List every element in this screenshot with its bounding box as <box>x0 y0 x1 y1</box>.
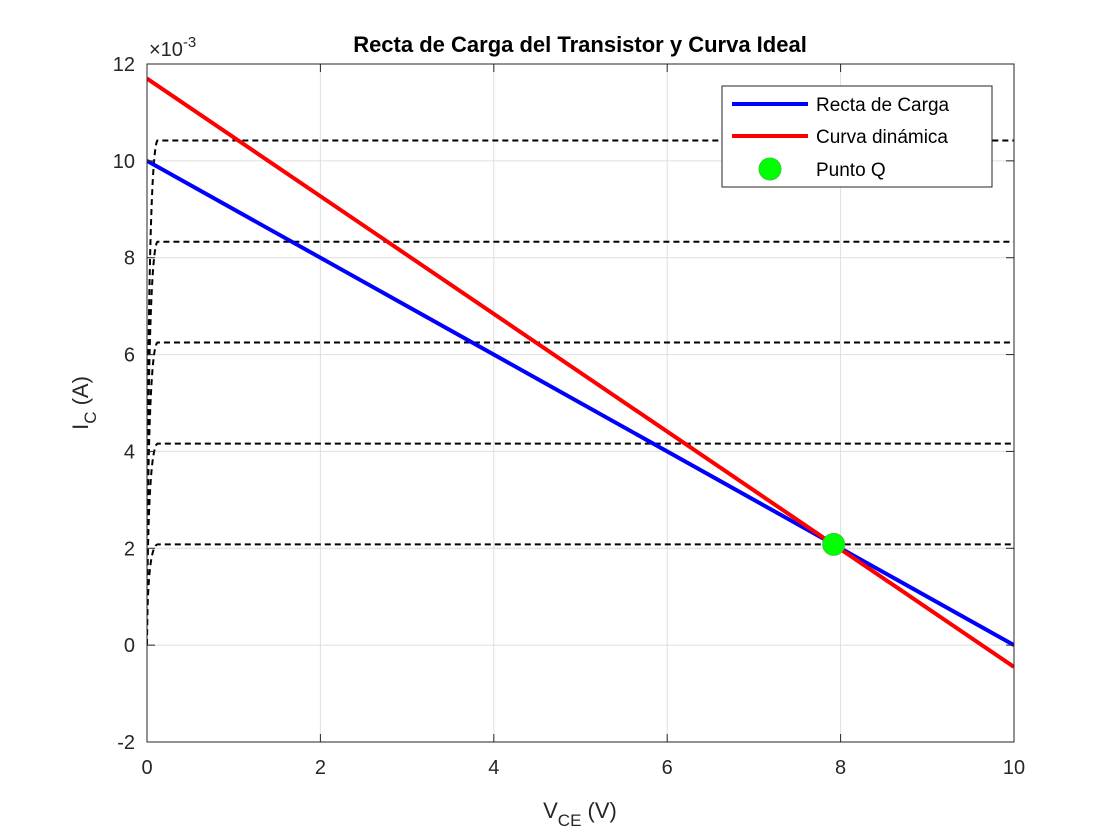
legend: Recta de Carga Curva dinámica Punto Q <box>721 85 993 188</box>
x-tick-label-2: 4 <box>488 757 499 779</box>
chart-title: Recta de Carga del Transistor y Curva Id… <box>353 32 807 57</box>
q-point-marker <box>822 532 846 556</box>
x-tick-label-3: 6 <box>662 757 673 779</box>
series-line-1 <box>147 76 1014 669</box>
x-ticks: 0 2 4 6 8 10 <box>141 64 1025 779</box>
legend-label-recta: Recta de Carga <box>816 95 950 116</box>
x-tick-label-5: 10 <box>1003 757 1025 779</box>
y-tick-label-5: 8 <box>124 248 135 270</box>
y-tick-label-6: 10 <box>113 151 135 173</box>
y-exponent-label: ×10-3 <box>149 34 196 61</box>
legend-label-curva: Curva dinámica <box>816 127 948 148</box>
y-tick-label-1: 0 <box>124 635 135 657</box>
y-tick-label-4: 6 <box>124 345 135 367</box>
y-tick-label-0: -2 <box>117 732 135 754</box>
series-line-0 <box>147 159 1014 647</box>
y-tick-label-7: 12 <box>113 54 135 76</box>
y-tick-label-2: 2 <box>124 538 135 560</box>
y-tick-label-3: 4 <box>124 441 135 463</box>
series-lines <box>147 76 1014 669</box>
x-tick-label-4: 8 <box>835 757 846 779</box>
x-tick-label-1: 2 <box>315 757 326 779</box>
axes-box <box>146 63 1015 743</box>
y-ticks: -2 0 2 4 6 8 10 12 <box>113 54 1014 754</box>
legend-swatch-punto-q <box>758 157 782 181</box>
x-tick-label-0: 0 <box>141 757 152 779</box>
y-axis-label: IC (A) <box>68 376 100 430</box>
legend-label-punto-q: Punto Q <box>816 160 886 181</box>
x-axis-label: VCE (V) <box>543 798 617 830</box>
